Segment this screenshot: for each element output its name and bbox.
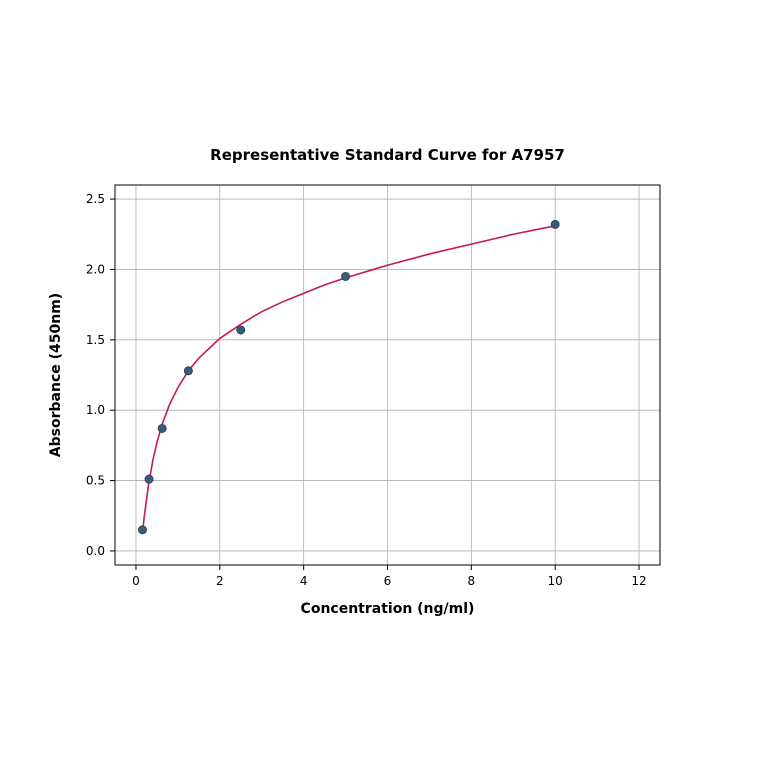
chart-title: Representative Standard Curve for A7957 xyxy=(210,146,565,164)
x-tick-label: 8 xyxy=(468,574,476,588)
data-point xyxy=(342,272,350,280)
y-tick-label: 2.5 xyxy=(86,192,105,206)
data-point xyxy=(237,326,245,334)
y-axis-label: Absorbance (450nm) xyxy=(48,293,64,457)
x-tick-label: 10 xyxy=(548,574,563,588)
y-tick-label: 1.0 xyxy=(86,403,105,417)
data-point xyxy=(158,424,166,432)
y-tick-label: 1.5 xyxy=(86,333,105,347)
x-axis-label: Concentration (ng/ml) xyxy=(301,601,475,617)
data-point xyxy=(184,367,192,375)
y-tick-label: 0.0 xyxy=(86,544,105,558)
x-tick-label: 12 xyxy=(631,574,646,588)
chart-container: 0 2 4 6 8 10 12 0.0 0.5 1.0 1.5 2.0 2.5 Representativ… xyxy=(0,0,764,764)
data-point xyxy=(139,526,147,534)
x-tick-label: 2 xyxy=(216,574,224,588)
data-point xyxy=(551,220,559,228)
x-tick-label: 6 xyxy=(384,574,392,588)
standard-curve-chart: 0 2 4 6 8 10 12 0.0 0.5 1.0 1.5 2.0 2.5 Representativ… xyxy=(0,0,764,764)
y-tick-label: 2.0 xyxy=(86,262,105,276)
x-tick-label: 4 xyxy=(300,574,308,588)
x-tick-label: 0 xyxy=(132,574,140,588)
data-point xyxy=(145,475,153,483)
y-tick-label: 0.5 xyxy=(86,474,105,488)
